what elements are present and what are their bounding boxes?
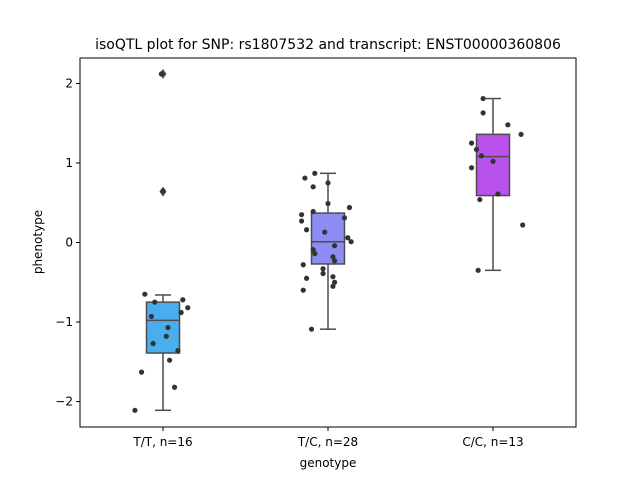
data-point: [175, 348, 181, 354]
data-point: [138, 369, 145, 375]
y-tick-label: 1: [65, 156, 73, 170]
x-tick-label: C/C, n=13: [462, 435, 523, 449]
box-group-1: [145, 68, 181, 412]
y-tick-label: 2: [65, 76, 73, 90]
strip-points-3: [468, 95, 526, 273]
data-point: [308, 326, 315, 332]
box-iqr: [475, 133, 511, 197]
data-point: [325, 200, 331, 207]
data-point: [312, 251, 318, 257]
data-point: [310, 184, 316, 190]
data-point: [341, 215, 348, 221]
data-point: [495, 191, 501, 197]
data-point: [302, 175, 308, 181]
data-point: [180, 297, 186, 303]
strip-points-1: [132, 71, 191, 413]
data-point: [303, 227, 310, 233]
y-tick-label: −2: [55, 395, 73, 409]
data-point: [330, 283, 336, 289]
data-point: [345, 235, 351, 241]
data-point: [300, 262, 306, 268]
data-point: [312, 170, 318, 176]
data-point: [348, 239, 354, 245]
data-point: [346, 204, 353, 211]
data-point: [473, 146, 480, 153]
data-point: [325, 180, 331, 186]
x-tick-label: T/C, n=28: [297, 435, 358, 449]
data-point: [322, 229, 328, 235]
data-point: [132, 407, 138, 413]
data-point: [185, 305, 191, 311]
data-point: [518, 131, 524, 137]
data-point: [160, 188, 166, 194]
data-point: [332, 258, 338, 264]
data-point: [520, 222, 526, 228]
x-axis-label: genotype: [300, 456, 357, 470]
data-point: [167, 357, 173, 363]
data-point: [178, 309, 184, 316]
data-point: [330, 274, 336, 280]
data-point: [477, 196, 483, 203]
y-tick-label: 0: [65, 236, 73, 250]
data-point: [505, 122, 511, 128]
box-group-2: [310, 172, 346, 330]
data-point: [332, 243, 338, 249]
data-point: [150, 340, 156, 347]
data-point: [299, 218, 305, 224]
data-point: [171, 384, 178, 390]
chart-title: isoQTL plot for SNP: rs1807532 and trans…: [95, 37, 561, 53]
data-point: [158, 71, 164, 77]
data-point: [165, 324, 171, 331]
data-point: [475, 267, 481, 273]
plot-frame: [79, 57, 577, 428]
data-point: [152, 299, 158, 305]
data-point: [332, 279, 338, 285]
data-point: [148, 313, 155, 320]
data-point: [299, 212, 305, 218]
plot-area: [132, 68, 526, 413]
data-point: [320, 266, 326, 272]
data-point: [320, 270, 326, 277]
box-iqr: [310, 212, 346, 265]
strip-points-2: [299, 170, 354, 332]
data-point: [468, 140, 475, 146]
data-point: [468, 165, 475, 171]
data-point: [480, 95, 486, 102]
data-point: [163, 333, 169, 339]
y-tick-label: −1: [55, 315, 73, 329]
data-point: [300, 287, 306, 293]
box-group-3: [475, 97, 511, 272]
data-point: [310, 247, 316, 253]
x-tick-label: T/T, n=16: [132, 435, 192, 449]
data-point: [310, 208, 316, 215]
data-point: [478, 153, 485, 159]
data-point: [490, 158, 496, 164]
data-point: [142, 291, 148, 297]
y-axis-label: phenotype: [31, 210, 45, 274]
y-axis: −2 −1 0 1 2: [55, 76, 80, 409]
data-point: [303, 275, 310, 281]
data-point: [330, 254, 336, 260]
x-axis: T/T, n=16 T/C, n=28 C/C, n=13: [132, 427, 524, 449]
data-point: [480, 110, 486, 116]
